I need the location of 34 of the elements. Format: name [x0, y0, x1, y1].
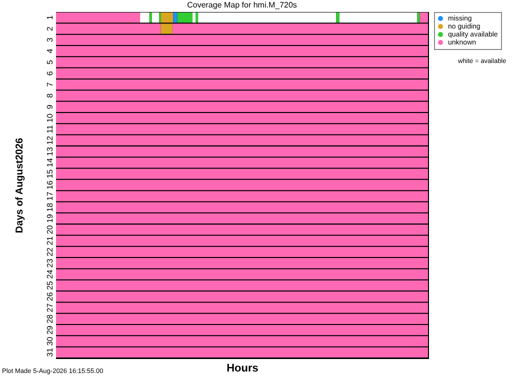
y-tick-label: 16: [46, 180, 54, 190]
y-tick-label: 8: [46, 92, 54, 98]
y-tick-label: 4: [46, 48, 54, 54]
y-tick-label: 7: [46, 82, 54, 87]
y-tick-label: 17: [46, 191, 54, 201]
y-tick-label: 27: [46, 302, 54, 312]
chart-title: Coverage Map for hmi.M_720s: [187, 0, 297, 10]
y-tick-label: 24: [46, 269, 54, 279]
y-tick-label: 13: [46, 146, 54, 156]
y-tick-label: 14: [46, 158, 54, 168]
y-tick-label: 20: [46, 224, 54, 234]
y-tick-label: 3: [46, 37, 54, 42]
y-tick-label: 6: [46, 70, 54, 76]
y-tick-label: 28: [46, 314, 54, 324]
y-tick-label: 12: [46, 135, 54, 145]
y-tick-label: 23: [46, 258, 54, 268]
y-tick-label: 5: [46, 59, 54, 64]
y-tick-label: 21: [46, 236, 54, 246]
y-tick-label: 11: [46, 124, 54, 134]
y-tick-label: 2: [46, 26, 54, 31]
y-tick-label: 26: [46, 292, 54, 302]
y-tick-label: 29: [46, 325, 54, 335]
y-tick-label: 9: [46, 104, 54, 110]
y-tick-label: 30: [46, 336, 54, 346]
y-tick-label: 19: [46, 213, 54, 223]
y-axis-title: Days of August2026: [14, 137, 26, 234]
y-tick-label: 18: [46, 202, 54, 212]
y-tick-label: 22: [46, 246, 54, 256]
x-axis-title: Hours: [226, 362, 258, 374]
y-tick-label: 10: [46, 113, 54, 122]
y-tick-label: 1: [46, 14, 54, 20]
y-tick-label: 31: [46, 347, 54, 357]
y-tick-label: 15: [46, 168, 54, 178]
y-tick-label: 25: [46, 280, 54, 290]
